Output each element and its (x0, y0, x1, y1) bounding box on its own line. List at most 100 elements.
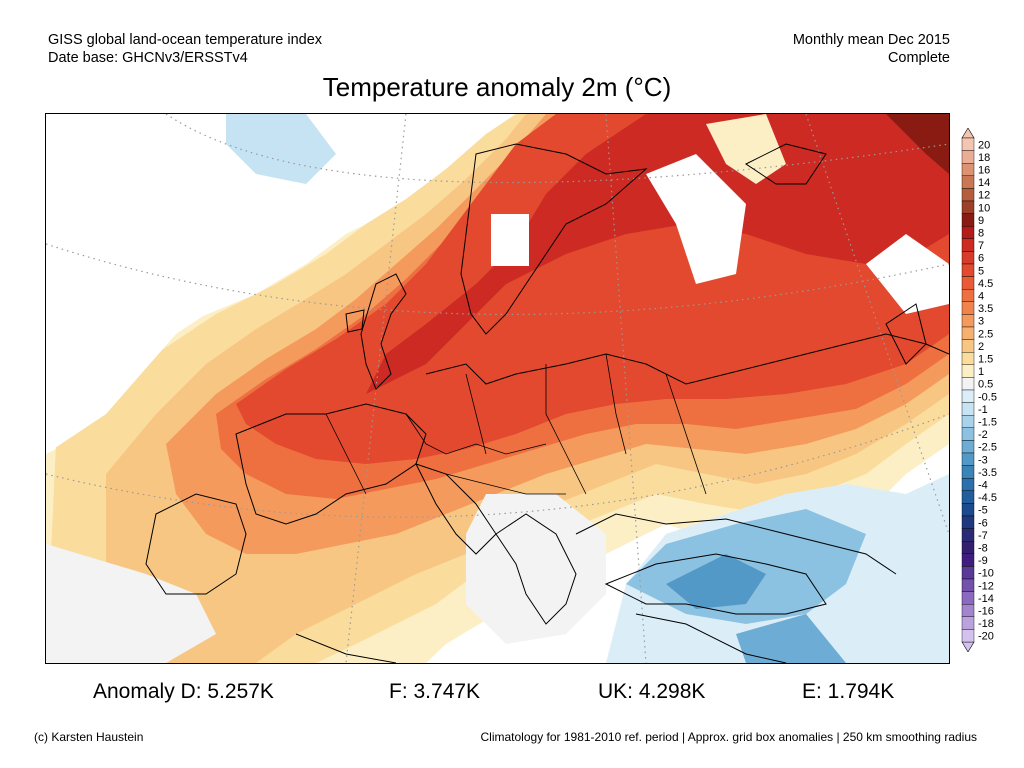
legend-swatch (961, 465, 975, 479)
legend-label: -1.5 (978, 417, 997, 429)
legend-arrow-top (961, 128, 975, 139)
legend-label: 0.5 (978, 379, 993, 391)
legend-label: -2 (978, 429, 988, 441)
legend-label: 2 (978, 341, 984, 353)
legend-label: 2.5 (978, 328, 993, 340)
legend-label: 4.5 (978, 278, 993, 290)
legend-swatch (961, 339, 975, 353)
map-title: Temperature anomaly 2m (°C) (322, 72, 672, 102)
legend-swatch (961, 389, 975, 403)
completeness-label: Complete (887, 50, 950, 66)
legend-label: -3 (978, 454, 988, 466)
legend-swatch (961, 478, 975, 492)
database-label: Date base: GHCNv3/ERSSTv4 (48, 50, 248, 66)
methodology-note: Climatology for 1981-2010 ref. period | … (480, 730, 978, 744)
legend-swatch (961, 150, 975, 164)
legend-swatch (961, 301, 975, 315)
legend-label: 14 (978, 177, 990, 189)
legend-label: 10 (978, 202, 990, 214)
legend-swatch (961, 616, 975, 630)
legend-arrow-bottom (961, 641, 975, 652)
legend-label: 5 (978, 265, 984, 277)
legend-label: -14 (978, 593, 994, 605)
legend-label: -4.5 (978, 492, 997, 504)
legend-swatch (961, 276, 975, 290)
legend-swatch (961, 528, 975, 542)
legend-swatch (961, 591, 975, 605)
legend-swatch (961, 578, 975, 592)
legend-swatch (961, 364, 975, 378)
legend-label: -9 (978, 555, 988, 567)
anomaly-map-canvas (46, 114, 949, 663)
legend-label: -6 (978, 517, 988, 529)
country-borders (325, 353, 707, 495)
legend-label: -20 (978, 631, 994, 643)
legend-label: -2.5 (978, 442, 997, 454)
legend-swatch (961, 553, 975, 567)
france-anomaly: F: 3.747K (389, 680, 481, 703)
legend-label: 12 (978, 190, 990, 202)
legend-label: -0.5 (978, 391, 997, 403)
uk-anomaly: UK: 4.298K (598, 680, 706, 703)
legend-swatch (961, 200, 975, 214)
legend-label: 3.5 (978, 303, 993, 315)
legend-swatch (961, 377, 975, 391)
legend-label: -3.5 (978, 467, 997, 479)
legend-label: 1 (978, 366, 984, 378)
legend-swatch (961, 188, 975, 202)
legend-swatch (961, 213, 975, 227)
legend-swatch (961, 541, 975, 555)
color-legend: 201816141210987654.543.532.521.510.5-0.5… (961, 128, 997, 652)
legend-swatch (961, 251, 975, 265)
spain-anomaly: E: 1.794K (802, 680, 895, 703)
anomaly-map (45, 113, 950, 664)
legend-swatch (961, 263, 975, 277)
legend-swatch (961, 288, 975, 302)
legend-swatch (961, 351, 975, 365)
header-right: Monthly mean Dec 2015 Complete (793, 31, 950, 67)
legend-label: -12 (978, 580, 994, 592)
legend-label: 20 (978, 139, 990, 151)
legend-label: -4 (978, 480, 988, 492)
legend-label: -16 (978, 606, 994, 618)
legend-label: 8 (978, 228, 984, 240)
legend-swatch (961, 402, 975, 416)
copyright: (c) Karsten Haustein (34, 730, 144, 744)
legend-label: 3 (978, 316, 984, 328)
missing-data-areas (46, 114, 949, 663)
coastlines (145, 143, 949, 663)
legend-swatch (961, 163, 975, 177)
legend-label: -1 (978, 404, 988, 416)
header-left: GISS global land-ocean temperature index… (48, 31, 322, 67)
legend-swatch (961, 314, 975, 328)
legend-label: 7 (978, 240, 984, 252)
legend-swatch (961, 452, 975, 466)
legend-label: 16 (978, 165, 990, 177)
legend-label: -18 (978, 618, 994, 630)
legend-label: 6 (978, 253, 984, 265)
legend-swatch (961, 490, 975, 504)
legend-label: -5 (978, 505, 988, 517)
legend-label: 18 (978, 152, 990, 164)
legend-swatch (961, 427, 975, 441)
legend-label: -8 (978, 543, 988, 555)
legend-swatch (961, 566, 975, 580)
legend-swatch (961, 604, 975, 618)
legend-label: 1.5 (978, 354, 993, 366)
period-label: Monthly mean Dec 2015 (792, 32, 950, 48)
legend-label: 9 (978, 215, 984, 227)
legend-swatch (961, 225, 975, 239)
legend-swatch (961, 326, 975, 340)
legend-swatch (961, 503, 975, 517)
dataset-name: GISS global land-ocean temperature index (48, 32, 323, 48)
legend-swatch (961, 238, 975, 252)
legend-swatch (961, 137, 975, 151)
cool-anomaly-fields (226, 114, 949, 663)
germany-anomaly: Anomaly D: 5.257K (93, 680, 274, 703)
legend-label: 4 (978, 291, 984, 303)
legend-swatch (961, 629, 975, 643)
legend-swatch (961, 515, 975, 529)
legend-swatch (961, 175, 975, 189)
legend-swatch (961, 440, 975, 454)
legend-label: -10 (978, 568, 994, 580)
